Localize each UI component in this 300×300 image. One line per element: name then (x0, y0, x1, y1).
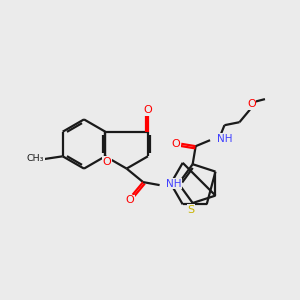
Text: CH₃: CH₃ (27, 154, 44, 163)
Text: O: O (103, 157, 112, 167)
Text: NH: NH (217, 134, 232, 144)
Text: O: O (125, 195, 134, 205)
Text: S: S (188, 205, 195, 214)
Text: O: O (247, 99, 256, 109)
Text: O: O (172, 139, 180, 149)
Text: NH: NH (166, 178, 182, 189)
Text: O: O (143, 105, 152, 115)
